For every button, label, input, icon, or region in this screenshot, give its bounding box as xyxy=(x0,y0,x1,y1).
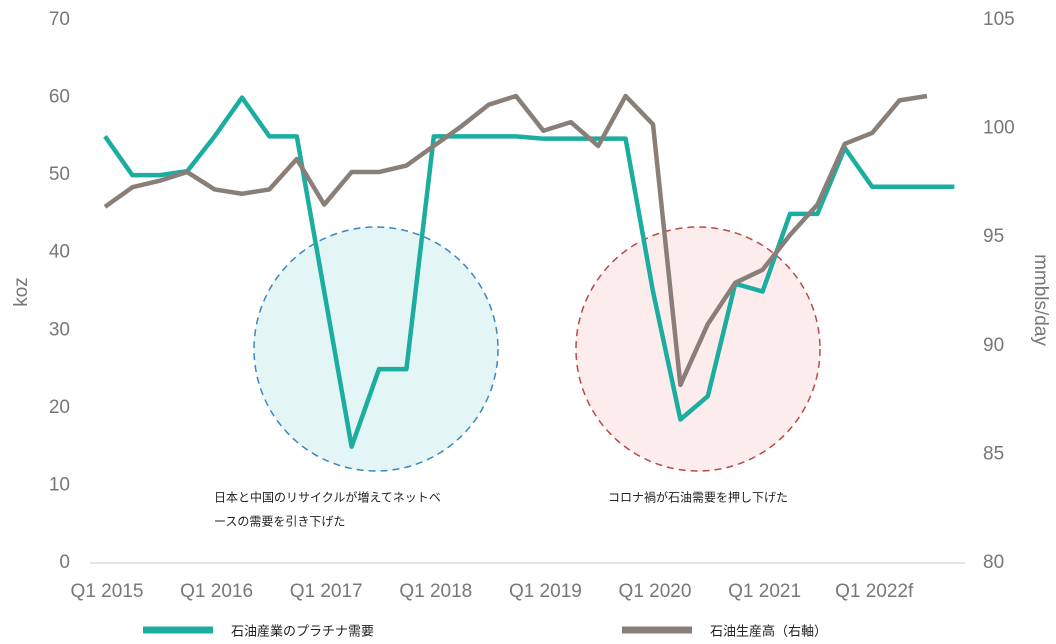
y-tick-label: 50 xyxy=(49,164,70,185)
y2-tick-label: 105 xyxy=(983,9,1015,30)
y-axis-label: koz xyxy=(11,277,32,307)
y2-tick-label: 80 xyxy=(983,552,1004,573)
annotation: ースの需要を引き下げた xyxy=(214,515,345,529)
line-series xyxy=(103,95,955,449)
highlight-circle xyxy=(253,226,499,472)
y-tick-label: 30 xyxy=(49,319,70,340)
y-tick-label: 70 xyxy=(49,9,70,30)
y-tick-label: 0 xyxy=(59,552,70,573)
y2-tick-label: 100 xyxy=(983,118,1015,139)
y-tick-label: 40 xyxy=(49,242,70,263)
x-tick-label: Q1 2018 xyxy=(399,581,472,602)
legend-label: 石油生産高（右軸） xyxy=(710,624,827,640)
annotation: 日本と中国のリサイクルが増えてネットベ xyxy=(214,490,441,505)
x-tick-label: Q1 2015 xyxy=(71,581,144,602)
x-tick-label: Q1 2021 xyxy=(728,581,801,602)
y-tick-label: 10 xyxy=(49,474,70,495)
x-tick-label: Q1 2019 xyxy=(509,581,582,602)
x-tick-label: Q1 2016 xyxy=(180,581,253,602)
y2-tick-label: 85 xyxy=(983,443,1004,464)
y-tick-label: 20 xyxy=(49,397,70,418)
y-tick-label: 60 xyxy=(49,87,70,108)
x-tick-label: Q1 2017 xyxy=(290,581,363,602)
legend-label: 石油産業のプラチナ需要 xyxy=(231,624,374,640)
y2-axis-label: mmbls/day xyxy=(1030,254,1051,346)
y2-tick-label: 90 xyxy=(983,335,1004,356)
x-tick-label: Q1 2022f xyxy=(835,581,914,602)
annotation: コロナ禍が石油需要を押し下げた xyxy=(608,490,788,505)
y2-tick-label: 95 xyxy=(983,226,1004,247)
line-series xyxy=(103,93,928,388)
x-tick-label: Q1 2020 xyxy=(619,581,692,602)
